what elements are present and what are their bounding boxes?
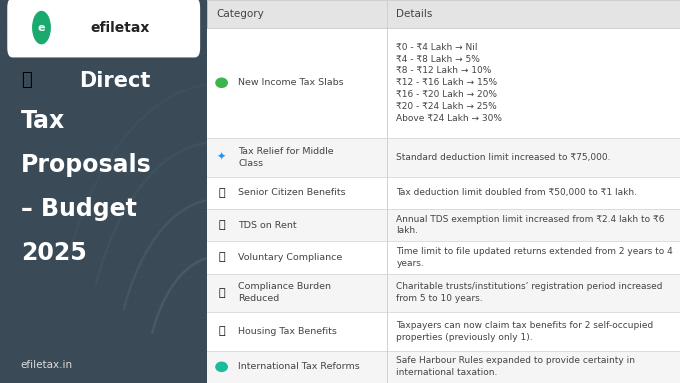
Text: Tax: Tax — [21, 109, 65, 133]
Text: TDS on Rent: TDS on Rent — [238, 221, 296, 229]
Text: Annual TDS exemption limit increased from ₹2.4 lakh to ₹6 lakh.: Annual TDS exemption limit increased fro… — [396, 214, 665, 236]
Text: 💧: 💧 — [218, 288, 225, 298]
Bar — [207, 273, 680, 312]
Text: Category: Category — [217, 9, 265, 19]
Bar — [207, 209, 680, 241]
Text: 🪙: 🪙 — [218, 188, 225, 198]
Bar — [207, 28, 680, 138]
Text: efiletax: efiletax — [90, 21, 150, 34]
Text: International Tax Reforms: International Tax Reforms — [238, 362, 360, 372]
Text: 🏠: 🏠 — [218, 326, 225, 336]
Text: Senior Citizen Benefits: Senior Citizen Benefits — [238, 188, 345, 197]
Text: 📊: 📊 — [21, 71, 31, 89]
Text: Direct: Direct — [79, 71, 150, 91]
Text: ✦: ✦ — [217, 152, 226, 162]
Text: Proposals: Proposals — [21, 153, 152, 177]
Bar — [207, 351, 680, 383]
Text: 2025: 2025 — [21, 241, 86, 265]
Circle shape — [216, 362, 227, 372]
Text: Safe Harbour Rules expanded to provide certainty in international taxation.: Safe Harbour Rules expanded to provide c… — [396, 357, 635, 377]
Text: Standard deduction limit increased to ₹75,000.: Standard deduction limit increased to ₹7… — [396, 153, 611, 162]
Text: Compliance Burden
Reduced: Compliance Burden Reduced — [238, 282, 331, 303]
Bar — [207, 138, 680, 177]
Text: ₹0 - ₹4 Lakh → Nil
₹4 - ₹8 Lakh → 5%
₹8 - ₹12 Lakh → 10%
₹12 - ₹16 Lakh → 15%
₹1: ₹0 - ₹4 Lakh → Nil ₹4 - ₹8 Lakh → 5% ₹8 … — [396, 43, 503, 123]
Circle shape — [33, 11, 50, 44]
Text: Voluntary Compliance: Voluntary Compliance — [238, 253, 342, 262]
Text: 📄: 📄 — [218, 252, 225, 262]
Bar — [207, 241, 680, 273]
Text: e: e — [37, 23, 46, 33]
Bar — [207, 312, 680, 351]
Text: Details: Details — [396, 9, 432, 19]
Text: Taxpayers can now claim tax benefits for 2 self-occupied properties (previously : Taxpayers can now claim tax benefits for… — [396, 321, 653, 342]
Text: New Income Tax Slabs: New Income Tax Slabs — [238, 78, 344, 87]
Text: Charitable trusts/institutions’ registration period increased from 5 to 10 years: Charitable trusts/institutions’ registra… — [396, 282, 663, 303]
Text: efiletax.in: efiletax.in — [21, 360, 73, 370]
Circle shape — [216, 78, 227, 87]
Text: Tax Relief for Middle
Class: Tax Relief for Middle Class — [238, 147, 334, 168]
Text: – Budget: – Budget — [21, 197, 137, 221]
FancyBboxPatch shape — [7, 0, 200, 57]
Bar — [207, 0, 680, 28]
Bar — [207, 177, 680, 209]
Text: Time limit to file updated returns extended from 2 years to 4 years.: Time limit to file updated returns exten… — [396, 247, 673, 268]
Text: 🏠: 🏠 — [218, 220, 225, 230]
Text: Housing Tax Benefits: Housing Tax Benefits — [238, 327, 337, 336]
Text: Tax deduction limit doubled from ₹50,000 to ₹1 lakh.: Tax deduction limit doubled from ₹50,000… — [396, 188, 637, 197]
